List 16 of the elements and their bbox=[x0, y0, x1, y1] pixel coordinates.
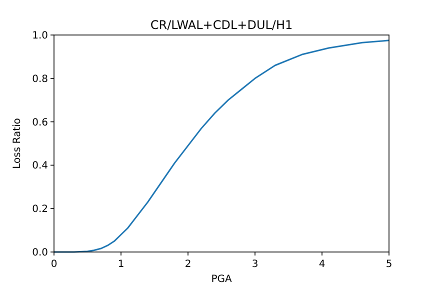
x-tick-label: 3 bbox=[252, 259, 258, 270]
y-tick-label: 0.4 bbox=[32, 160, 48, 172]
x-tick-label: 5 bbox=[386, 259, 392, 270]
y-tick-label: 1.0 bbox=[32, 30, 48, 42]
y-tick-label: 0.8 bbox=[32, 74, 48, 85]
y-tick-label: 0.2 bbox=[32, 204, 48, 216]
x-tick-label: 4 bbox=[318, 259, 326, 270]
y-tick-label: 0.0 bbox=[32, 248, 48, 258]
chart-title: CR/LWAL+CDL+DUL/H1 bbox=[150, 18, 293, 32]
y-tick-label: 0.6 bbox=[32, 117, 48, 128]
x-tick-label: 2 bbox=[184, 259, 192, 270]
y-axis-title: Loss Ratio bbox=[12, 118, 23, 169]
line-series bbox=[53, 40, 390, 253]
x-tick-label: 0 bbox=[50, 259, 58, 270]
x-tick-label: 1 bbox=[118, 259, 124, 270]
x-axis-title: PGA bbox=[211, 274, 232, 285]
